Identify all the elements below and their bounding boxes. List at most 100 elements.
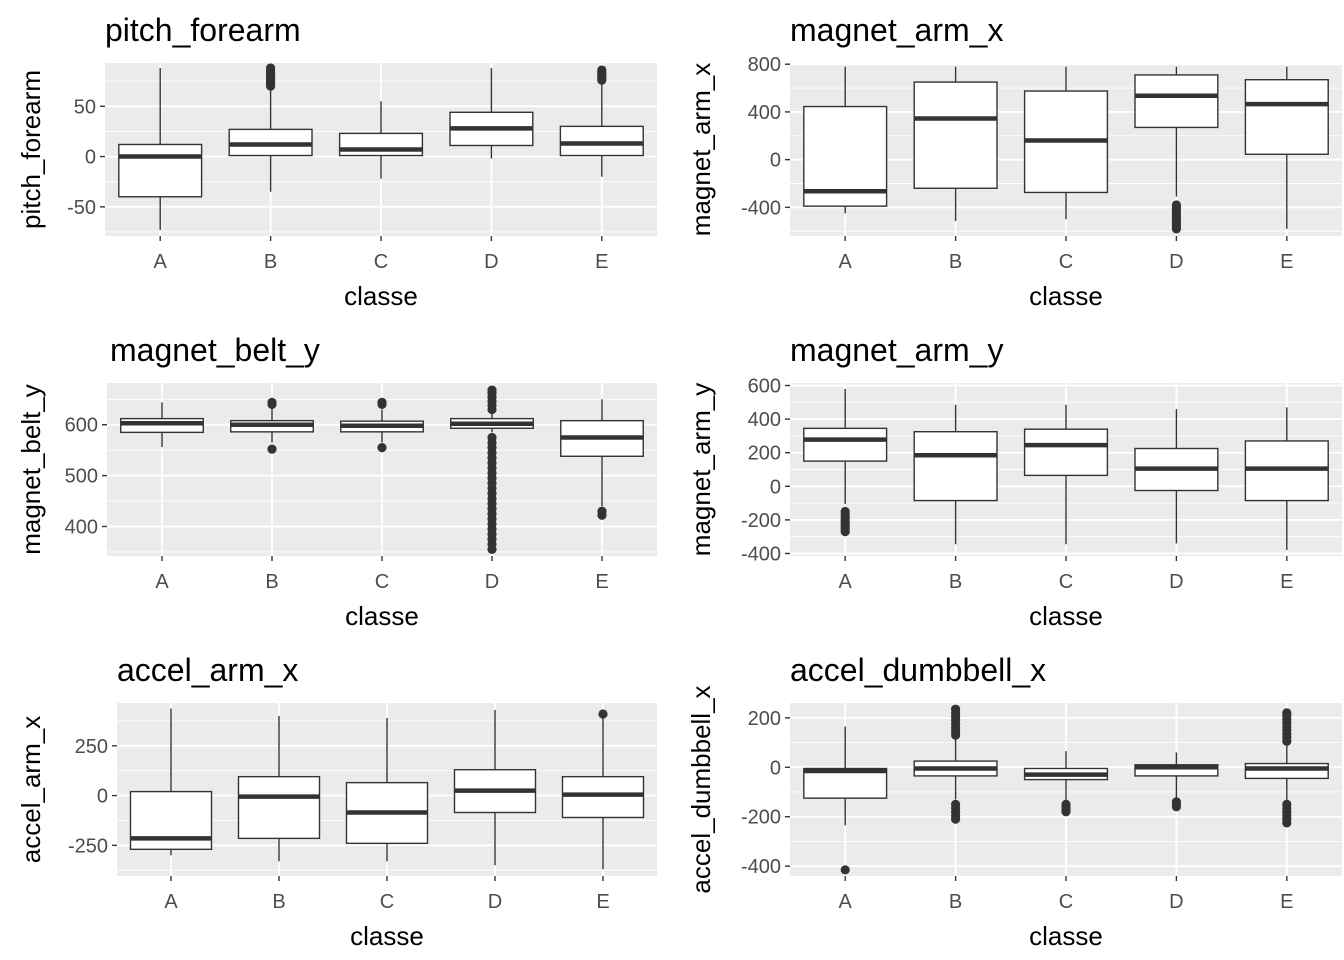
box-E (1244, 407, 1329, 551)
box-iqr (561, 775, 645, 819)
outlier-point (840, 527, 850, 537)
box-iqr (1134, 74, 1219, 129)
box-D (1134, 752, 1219, 812)
box-B (913, 404, 998, 545)
outlier-point (840, 865, 850, 875)
x-tick-label-D: D (1169, 251, 1183, 273)
box-E (1244, 708, 1329, 828)
outlier-point (487, 432, 497, 443)
x-tick-label-C: C (380, 891, 394, 913)
panel-title: pitch_forearm (105, 12, 301, 48)
outlier-point (1282, 818, 1292, 828)
box-iqr (237, 775, 321, 840)
box-iqr (559, 125, 644, 157)
box-C (345, 717, 429, 862)
box-A (803, 388, 888, 537)
x-tick-label-D: D (1169, 891, 1183, 913)
box-D (449, 68, 534, 159)
outlier-point (597, 506, 607, 516)
y-tick-label: -50 (67, 197, 96, 219)
box-C (338, 101, 424, 179)
box-A (129, 708, 213, 856)
box-iqr (913, 81, 998, 189)
panel-title: magnet_arm_y (790, 332, 1003, 368)
outlier-point (951, 704, 961, 714)
box-B (913, 704, 998, 824)
x-tick-label-C: C (1059, 251, 1073, 273)
box-E (559, 65, 644, 177)
box-B (913, 66, 998, 222)
y-tick-label: 600 (65, 415, 98, 437)
x-tick-label-E: E (1280, 251, 1293, 273)
y-tick-label: 800 (748, 54, 781, 76)
outlier-point (487, 385, 497, 395)
box-iqr (1244, 762, 1329, 780)
x-tick-label-D: D (1169, 571, 1183, 593)
panel-title: accel_dumbbell_x (790, 652, 1046, 688)
box-iqr (913, 431, 998, 502)
y-tick-label: -400 (741, 856, 781, 878)
y-tick-label: 200 (748, 708, 781, 730)
y-tick-label: 200 (748, 443, 781, 465)
outlier-point (267, 444, 277, 454)
outlier-point (267, 397, 277, 407)
x-axis-title: classe (344, 281, 418, 311)
x-tick-label-C: C (375, 571, 389, 593)
x-tick-label-E: E (595, 571, 608, 593)
x-tick-label-B: B (272, 891, 285, 913)
y-axis-title: magnet_arm_y (686, 383, 716, 556)
y-tick-label: -400 (741, 543, 781, 565)
y-tick-label: 600 (748, 376, 781, 398)
x-tick-label-C: C (1059, 571, 1073, 593)
y-tick-label: 0 (85, 147, 96, 169)
y-tick-label: 400 (748, 102, 781, 124)
outlier-point (1282, 708, 1292, 718)
y-tick-label: 400 (748, 409, 781, 431)
x-tick-label-A: A (155, 571, 169, 593)
box-iqr (338, 132, 424, 157)
box-A (803, 66, 888, 214)
outlier-point (1171, 224, 1181, 234)
x-tick-label-A: A (839, 251, 853, 273)
box-C (1023, 751, 1109, 817)
box-D (450, 385, 534, 554)
outlier-point (1171, 802, 1181, 812)
x-tick-label-C: C (1059, 891, 1073, 913)
y-tick-label: -200 (741, 510, 781, 532)
box-D (1134, 409, 1219, 544)
y-tick-label: 250 (75, 736, 108, 758)
y-tick-label: -200 (741, 807, 781, 829)
box-B (230, 397, 314, 454)
panel-magnet_arm_y: -400 -200 0 200 400 600 A B C D Emagnet_arm_yclass… (686, 332, 1342, 631)
box-E (561, 709, 645, 870)
y-tick-label: 400 (65, 516, 98, 538)
y-tick-label: 0 (770, 757, 781, 779)
y-tick-label: -400 (741, 197, 781, 219)
y-tick-label: 0 (770, 476, 781, 498)
box-A (120, 402, 204, 448)
box-iqr (1134, 764, 1219, 777)
box-iqr (1244, 79, 1329, 155)
y-tick-label: 0 (97, 786, 108, 808)
x-tick-label-E: E (1280, 891, 1293, 913)
x-tick-label-E: E (596, 891, 609, 913)
box-A (803, 726, 888, 875)
y-axis-title: pitch_forearm (16, 70, 46, 229)
x-tick-label-E: E (595, 251, 608, 273)
x-tick-label-B: B (949, 571, 962, 593)
x-tick-label-D: D (485, 571, 499, 593)
box-iqr (803, 427, 888, 462)
x-tick-label-D: D (488, 891, 502, 913)
box-iqr (118, 143, 203, 198)
y-axis-title: magnet_arm_x (686, 63, 716, 236)
y-tick-label: -250 (68, 835, 108, 857)
y-axis-title: accel_arm_x (16, 716, 46, 863)
box-iqr (120, 417, 204, 434)
box-B (228, 63, 313, 192)
x-tick-label-E: E (1280, 571, 1293, 593)
box-C (1023, 66, 1109, 220)
x-tick-label-B: B (265, 571, 278, 593)
